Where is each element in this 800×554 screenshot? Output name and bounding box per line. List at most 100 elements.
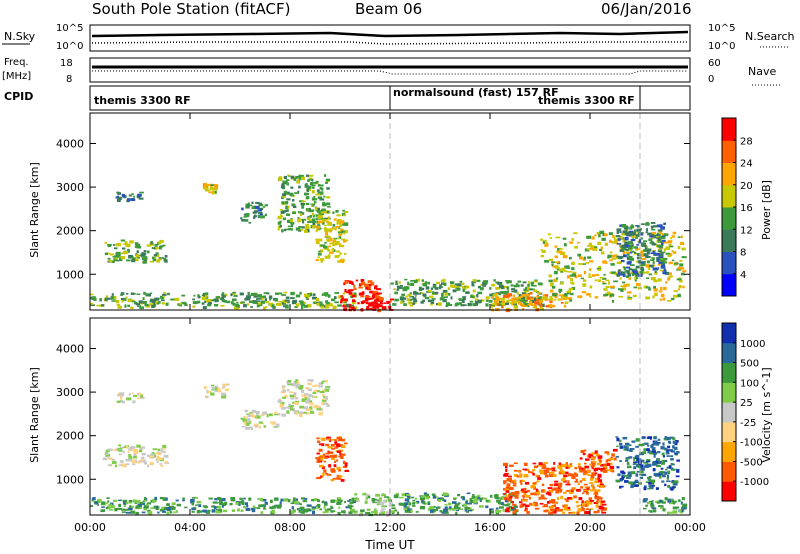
- power-cell: [654, 271, 657, 273]
- velocity-cell: [644, 464, 647, 468]
- power-cell: [420, 287, 425, 290]
- power-cell: [325, 178, 331, 182]
- velocity-cell: [381, 503, 384, 506]
- power-cell: [499, 284, 502, 288]
- power-cell: [424, 281, 428, 285]
- power-cell: [591, 236, 595, 240]
- velocity-cell: [338, 506, 341, 509]
- power-cell: [602, 260, 607, 264]
- velocity-cell: [253, 423, 259, 427]
- velocity-cell: [639, 467, 643, 471]
- velocity-cell: [371, 498, 375, 502]
- power-cell: [248, 295, 251, 299]
- power-cell: [522, 308, 525, 311]
- power-cell: [441, 282, 445, 285]
- power-cell: [658, 259, 662, 263]
- velocity-cell: [619, 485, 622, 489]
- power-cell: [658, 248, 661, 251]
- power-cell: [280, 214, 283, 217]
- power-cell: [571, 273, 576, 277]
- power-cell: [554, 279, 558, 282]
- velocity-cell: [571, 473, 575, 478]
- velocity-cell: [128, 500, 133, 504]
- velocity-cell: [133, 455, 137, 459]
- power-cell: [633, 229, 637, 232]
- power-cell: [491, 303, 497, 306]
- power-cell: [124, 241, 128, 245]
- power-cell: [306, 174, 309, 177]
- velocity-cell: [294, 402, 299, 405]
- velocity-cell: [281, 385, 286, 389]
- power-cell: [124, 304, 127, 308]
- velocity-cell: [444, 503, 448, 506]
- velocity-cell: [284, 394, 288, 398]
- power-cell: [577, 274, 582, 277]
- velocity-cell: [299, 405, 304, 409]
- power-cell: [350, 304, 354, 308]
- power-cell: [633, 251, 637, 254]
- power-cell: [607, 256, 610, 259]
- velocity-cell: [91, 497, 95, 501]
- velocity-cell: [266, 413, 269, 418]
- velocity-cell: [334, 439, 337, 442]
- power-cell: [268, 295, 273, 299]
- velocity-cell: [579, 469, 585, 473]
- power-cell: [155, 297, 160, 301]
- power-cell: [636, 228, 642, 232]
- power-cell: [462, 296, 467, 298]
- velocity-cell: [586, 500, 590, 504]
- power-cell: [462, 285, 465, 289]
- velocity-cell: [634, 479, 639, 483]
- velocity-heatmap: [90, 318, 688, 517]
- velocity-cell: [339, 452, 342, 456]
- power-cell: [328, 239, 333, 242]
- velocity-cell: [338, 455, 341, 458]
- power-cell: [619, 249, 625, 252]
- velocity-cell: [498, 503, 501, 506]
- velocity-cell: [554, 500, 557, 504]
- power-cell: [599, 248, 603, 251]
- power-cell: [570, 292, 574, 296]
- velocity-cell: [657, 458, 660, 462]
- power-cell: [641, 258, 647, 261]
- velocity-cell: [588, 497, 593, 500]
- velocity-cell: [283, 498, 288, 502]
- velocity-cell: [504, 472, 509, 475]
- velocity-cell: [166, 511, 170, 515]
- velocity-cell: [271, 422, 275, 425]
- velocity-cell: [323, 395, 326, 399]
- velocity-cell: [507, 498, 512, 502]
- power-cell: [628, 230, 634, 233]
- velocity-cell: [310, 379, 314, 382]
- velocity-cell: [578, 497, 583, 501]
- velocity-cell: [645, 460, 651, 463]
- velocity-cell: [593, 510, 597, 514]
- power-cell: [608, 281, 610, 285]
- power-cell: [342, 240, 347, 243]
- velocity-cell: [107, 464, 110, 467]
- power-cell: [327, 249, 331, 252]
- velocity-cell: [161, 506, 164, 510]
- velocity-cell: [261, 498, 267, 502]
- power-cell: [395, 280, 398, 284]
- velocity-cell: [299, 412, 303, 415]
- velocity-region: [102, 444, 170, 468]
- velocity-colorbar-frame: [721, 322, 737, 502]
- power-cell: [560, 270, 564, 273]
- nsky-label: N.Sky: [4, 30, 36, 43]
- velocity-cell: [338, 436, 342, 438]
- velocity-colorbar-tick-label: -25: [740, 418, 756, 429]
- power-cell: [304, 183, 308, 186]
- velocity-cell: [539, 502, 544, 505]
- power-cell: [580, 277, 584, 280]
- velocity-cell: [579, 480, 583, 483]
- power-cell: [405, 286, 410, 290]
- velocity-cell: [537, 492, 541, 495]
- velocity-cell: [330, 478, 335, 482]
- velocity-cell: [251, 415, 256, 418]
- velocity-cell: [661, 480, 665, 483]
- power-cell: [414, 295, 417, 297]
- velocity-cell: [661, 471, 666, 474]
- velocity-cell: [485, 499, 489, 502]
- velocity-cell: [509, 487, 514, 490]
